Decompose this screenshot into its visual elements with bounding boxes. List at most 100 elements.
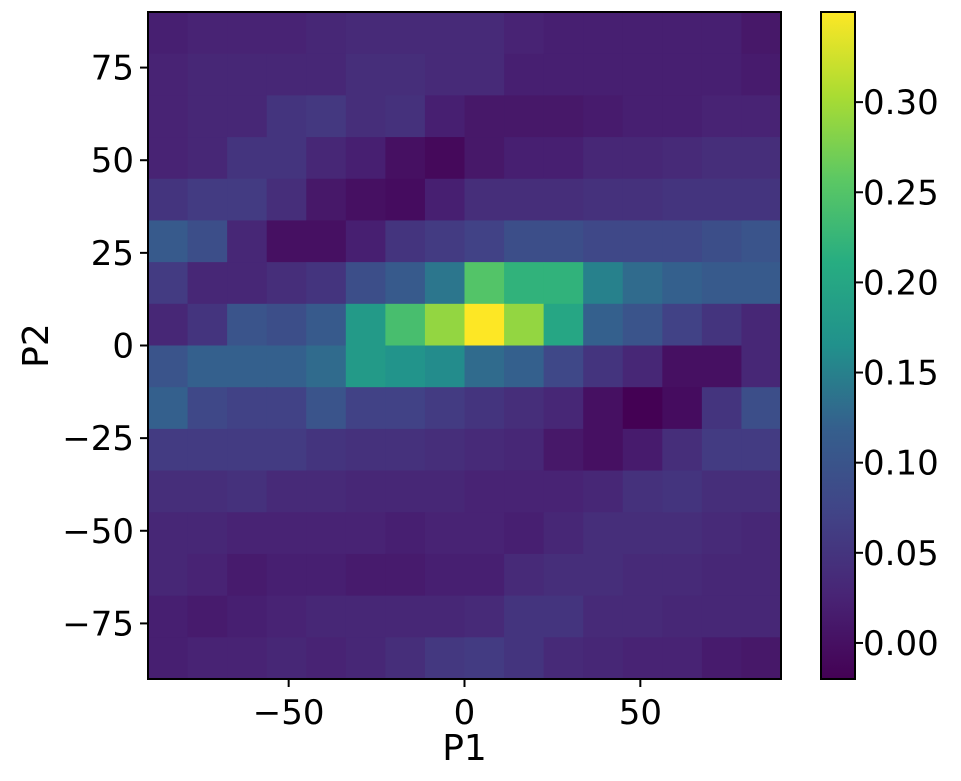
heatmap-cell (464, 53, 505, 96)
heatmap-cell (187, 220, 228, 263)
heatmap-cell (583, 12, 624, 55)
heatmap-cell (464, 95, 505, 138)
heatmap-cell (345, 637, 386, 680)
heatmap-cell (701, 262, 743, 305)
heatmap-cell (583, 262, 624, 305)
heatmap-cell (148, 178, 189, 222)
heatmap-cell (385, 178, 426, 222)
heatmap-cell (148, 137, 189, 180)
heatmap-cell (385, 95, 426, 138)
heatmap-cell (148, 512, 189, 555)
heatmap-cell (583, 553, 624, 597)
x-axis: −50 0 50 (253, 679, 662, 733)
heatmap-cell (187, 428, 228, 472)
heatmap-cell (306, 470, 347, 513)
y-tick-label: −75 (62, 604, 134, 644)
y-axis: −75 −50 −25 0 25 50 75 (62, 49, 148, 644)
colorbar-gradient (820, 11, 856, 680)
colorbar-tick-label: 0.00 (863, 624, 939, 664)
heatmap-cell (741, 345, 782, 388)
heatmap-cell (266, 178, 307, 222)
heatmap-cell (266, 595, 307, 638)
heatmap-cell (187, 595, 228, 638)
x-tick-label: 0 (454, 693, 476, 733)
heatmap-cell (148, 470, 189, 513)
heatmap-cell (424, 12, 466, 55)
heatmap-cell (701, 512, 743, 555)
heatmap-cell (504, 553, 545, 597)
heatmap-cell (266, 220, 307, 263)
heatmap-cell (345, 12, 386, 55)
heatmap-cell (424, 178, 466, 222)
heatmap-cell (385, 345, 426, 388)
heatmap-cell (345, 512, 386, 555)
heatmap-cell (345, 53, 386, 96)
heatmap-cell (622, 178, 663, 222)
heatmap-cell (741, 553, 782, 597)
colorbar-tick-label: 0.05 (863, 534, 939, 574)
heatmap-cells (148, 12, 782, 680)
heatmap-cell (148, 262, 189, 305)
heatmap-cell (583, 387, 624, 430)
heatmap-cell (148, 553, 189, 597)
y-tick-label: −50 (62, 512, 134, 552)
heatmap-cell (306, 95, 347, 138)
heatmap-cell (504, 345, 545, 388)
heatmap-cell (622, 595, 663, 638)
heatmap-cell (148, 303, 189, 347)
x-tick-label: −50 (253, 693, 325, 733)
heatmap-cell (662, 637, 703, 680)
heatmap-cell (306, 178, 347, 222)
heatmap-cell (345, 595, 386, 638)
heatmap-cell (424, 512, 466, 555)
heatmap-cell (662, 12, 703, 55)
heatmap-cell (741, 595, 782, 638)
heatmap-cell (385, 428, 426, 472)
heatmap-cell (583, 345, 624, 388)
heatmap-cell (266, 95, 307, 138)
heatmap-cell (504, 53, 545, 96)
heatmap-cell (543, 470, 584, 513)
heatmap-cell (187, 470, 228, 513)
colorbar-tick-label: 0.15 (863, 354, 939, 394)
heatmap-cell (385, 470, 426, 513)
heatmap-cell (187, 95, 228, 138)
heatmap-cell (187, 512, 228, 555)
heatmap-cell (464, 262, 505, 305)
heatmap-cell (543, 637, 584, 680)
heatmap-cell (227, 220, 268, 263)
heatmap-cell (701, 387, 743, 430)
heatmap-cell (504, 428, 545, 472)
heatmap-cell (306, 345, 347, 388)
heatmap-cell (543, 53, 584, 96)
heatmap-cell (385, 53, 426, 96)
heatmap-cell (543, 95, 584, 138)
heatmap-cell (504, 387, 545, 430)
heatmap-cell (504, 12, 545, 55)
heatmap-cell (464, 637, 505, 680)
heatmap-cell (504, 303, 545, 347)
heatmap-cell (741, 220, 782, 263)
heatmap-cell (306, 553, 347, 597)
heatmap-cell (583, 428, 624, 472)
heatmap-cell (622, 428, 663, 472)
heatmap-cell (622, 220, 663, 263)
heatmap-cell (266, 53, 307, 96)
heatmap-cell (227, 428, 268, 472)
colorbar-tick-label: 0.30 (863, 83, 939, 123)
heatmap-cell (306, 12, 347, 55)
heatmap-cell (424, 553, 466, 597)
y-tick-label: 50 (91, 141, 134, 181)
heatmap-cell (424, 95, 466, 138)
heatmap-cell (662, 220, 703, 263)
heatmap-cell (148, 12, 189, 55)
heatmap-cell (385, 595, 426, 638)
heatmap-cell (701, 345, 743, 388)
heatmap-cell (306, 303, 347, 347)
heatmap-cell (424, 345, 466, 388)
heatmap-cell (424, 387, 466, 430)
heatmap-cell (543, 428, 584, 472)
heatmap-cell (741, 387, 782, 430)
heatmap-cell (187, 137, 228, 180)
heatmap-cell (464, 595, 505, 638)
